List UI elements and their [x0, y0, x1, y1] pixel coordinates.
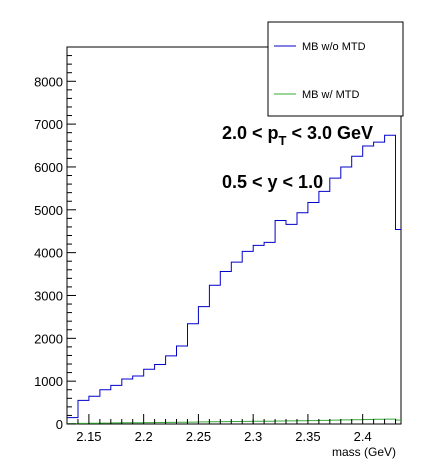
- x-tick-label: 2.25: [186, 429, 211, 444]
- histogram-series: [67, 134, 401, 425]
- series-line-mb-without-mtd: [67, 134, 401, 419]
- y-tick-label: 5000: [34, 203, 63, 218]
- x-tick-label: 2.15: [76, 429, 101, 444]
- y-tick-label: 8000: [34, 74, 63, 89]
- y-tick-label: 3000: [34, 288, 63, 303]
- x-axis-title: mass (GeV): [332, 445, 396, 459]
- x-tick-label: 2.4: [354, 429, 372, 444]
- legend-label-mb-with-mtd: MB w/ MTD: [302, 89, 359, 101]
- legend-box: [267, 21, 404, 117]
- y-tick-label: 0: [56, 417, 63, 432]
- annotation-pt-suffix: < 3.0 GeV: [286, 123, 373, 143]
- annotation-pt-subscript: T: [279, 133, 287, 148]
- x-tick-label: 2.3: [244, 429, 262, 444]
- x-tick-label: 2.2: [135, 429, 153, 444]
- axes: 0 1000 2000 3000 4000 5000 6000 7000 8000 2.15 2.2…: [34, 55, 397, 444]
- annotation-pt-range: 2.0 < pT < 3.0 GeV: [222, 123, 373, 148]
- y-tick-label: 4000: [34, 246, 63, 261]
- annotation-pt-prefix: 2.0 < p: [222, 123, 279, 143]
- y-tick-label: 7000: [34, 117, 63, 132]
- annotation-rapidity-range: 0.5 < y < 1.0: [222, 172, 323, 192]
- y-tick-label: 6000: [34, 160, 63, 175]
- legend: MB w/o MTD MB w/ MTD: [267, 21, 404, 117]
- y-tick-label: 1000: [34, 374, 63, 389]
- y-tick-label: 2000: [34, 331, 63, 346]
- x-tick-label: 2.35: [295, 429, 320, 444]
- legend-label-mb-without-mtd: MB w/o MTD: [302, 41, 366, 53]
- series-line-mb-with-mtd: [67, 418, 401, 425]
